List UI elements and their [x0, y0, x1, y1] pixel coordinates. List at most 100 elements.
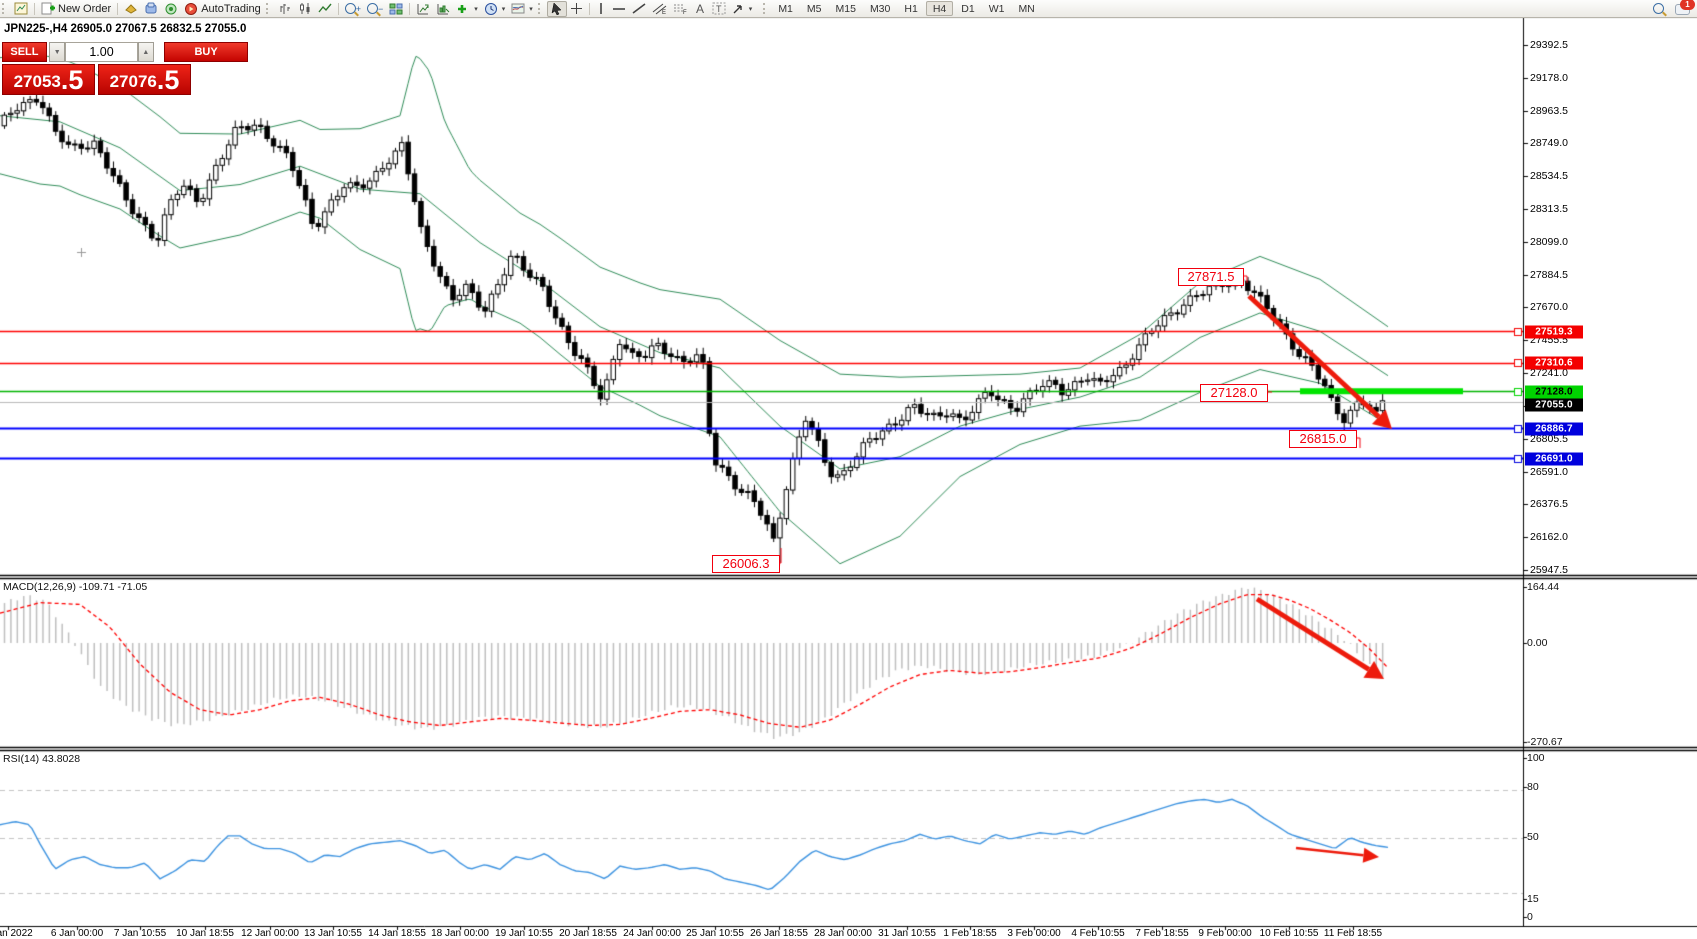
autotrading-icon: [185, 3, 198, 15]
macd-indicator-label: MACD(12,26,9) -109.71 -71.05: [3, 581, 148, 593]
tile-windows-button[interactable]: [386, 1, 406, 17]
line-chart-icon: [318, 3, 332, 13]
search-button[interactable]: [1650, 1, 1667, 17]
timeframe-button-m30[interactable]: M30: [869, 2, 891, 15]
timeframe-button-m1[interactable]: M1: [778, 2, 793, 15]
toolbar-right-icons: 1: [1650, 0, 1697, 17]
indicator-window-icon: [417, 4, 429, 15]
vertical-line-icon: [599, 3, 602, 14]
indicator-window-2-icon: [437, 4, 450, 15]
chart-symbol-info: JPN225-,H4 26905.0 27067.5 26832.5 27055…: [4, 23, 247, 35]
bar-chart-icon: [280, 4, 290, 14]
crosshair-tool-button[interactable]: [567, 1, 586, 17]
main-toolbar: New Order AutoTrading + − ▾: [0, 0, 1697, 18]
timeframe-button-w1[interactable]: W1: [988, 2, 1005, 15]
new-order-icon: [41, 2, 55, 15]
timeframe-button-h1[interactable]: H1: [904, 2, 918, 15]
bar-chart-button[interactable]: [275, 1, 295, 17]
candlestick-chart-icon: [299, 3, 310, 14]
fibonacci-tool-button[interactable]: F: [670, 1, 691, 17]
text-tool-button[interactable]: A: [691, 1, 709, 17]
notifications-button[interactable]: 1: [1675, 0, 1695, 15]
svg-text:E: E: [662, 10, 666, 15]
timeframe-button-m15[interactable]: M15: [835, 2, 856, 15]
signals-icon: [165, 3, 177, 15]
timeframe-toolbar: M1 M5 M15 M30 H1 H4 D1 W1 MN: [772, 1, 1040, 16]
buy-price-frac: .5: [156, 65, 180, 95]
toolbar-grip: [265, 3, 273, 14]
buy-price-button[interactable]: 27076.5: [98, 64, 191, 95]
cursor-icon: [551, 2, 562, 15]
toolbar-separator: [34, 2, 35, 15]
trendline-icon: [632, 3, 646, 14]
fibonacci-icon: F: [673, 4, 687, 15]
candlestick-chart-button[interactable]: [295, 1, 315, 17]
timeframe-button-m5[interactable]: M5: [806, 2, 822, 15]
mql5-icon: [145, 2, 157, 14]
toolbar-separator: [409, 2, 411, 15]
cursor-tool-button[interactable]: [546, 0, 567, 17]
toolbar-separator: [117, 2, 119, 15]
indicator-window-button[interactable]: [413, 1, 433, 17]
rsi-indicator-label: RSI(14) 43.8028: [3, 753, 81, 765]
arrows-caret-icon: ▾: [748, 5, 753, 13]
new-order-button[interactable]: New Order: [38, 1, 114, 17]
line-chart-button[interactable]: [315, 1, 335, 17]
buy-button[interactable]: BUY: [164, 42, 249, 62]
signals-button[interactable]: [161, 1, 181, 17]
notification-badge: 1: [1680, 0, 1695, 10]
autotrading-label: AutoTrading: [201, 2, 261, 15]
vertical-line-tool-button[interactable]: [593, 1, 609, 17]
zoom-out-button[interactable]: −: [364, 1, 386, 17]
text-icon: A: [696, 2, 704, 15]
equidistant-channel-icon: E: [652, 3, 667, 15]
search-icon: [1653, 3, 1664, 14]
volume-decrease-button[interactable]: ▼: [48, 42, 66, 62]
horizontal-line-tool-button[interactable]: [609, 1, 629, 17]
price-annotation-label[interactable]: 27128.0: [1200, 384, 1268, 402]
add-indicator-icon: [458, 5, 467, 13]
price-annotation-label[interactable]: 27871.5: [1178, 268, 1244, 286]
text-label-icon: T: [712, 2, 726, 15]
arrows-icon: [733, 5, 742, 14]
zoom-out-icon: [366, 3, 378, 14]
chart-window-button[interactable]: [11, 1, 31, 17]
templates-caret-icon: ▾: [529, 5, 533, 13]
price-annotation-label[interactable]: 26815.0: [1289, 430, 1357, 448]
mql5-community-button[interactable]: [141, 1, 161, 17]
volume-input[interactable]: 1.00: [65, 42, 138, 62]
sell-button[interactable]: SELL: [2, 42, 47, 62]
autotrading-button[interactable]: AutoTrading: [181, 1, 264, 17]
timeframe-button-d1[interactable]: D1: [961, 2, 975, 15]
channel-tool-button[interactable]: E: [649, 1, 670, 17]
market-depth-button[interactable]: [121, 1, 141, 17]
toolbar-separator: [588, 2, 590, 15]
crosshair-icon: [570, 3, 582, 14]
templates-button[interactable]: ▾: [508, 1, 536, 17]
add-indicator-button[interactable]: ▾: [453, 1, 481, 17]
sell-price-main: 27053: [13, 72, 61, 91]
toolbar-grip: [2, 3, 9, 14]
volume-increase-button[interactable]: ▲: [137, 42, 155, 62]
sell-price-button[interactable]: 27053.5: [2, 64, 95, 95]
timeframes-caret-icon: ▾: [501, 5, 506, 13]
price-annotation-label[interactable]: 26006.3: [712, 555, 780, 573]
zoom-in-button[interactable]: +: [342, 1, 364, 17]
svg-text:A: A: [696, 2, 704, 15]
timeframes-clock-button[interactable]: ▾: [481, 1, 509, 17]
timeframe-button-mn[interactable]: MN: [1018, 2, 1035, 15]
timeframe-button-h4[interactable]: H4: [925, 1, 954, 16]
text-label-tool-button[interactable]: T: [709, 1, 729, 17]
arrows-tool-button[interactable]: ▾: [729, 1, 756, 17]
sell-price-frac: .5: [60, 65, 84, 95]
chart-window-icon: [14, 2, 28, 15]
market-depth-icon: [125, 4, 137, 14]
toolbar-grip: [763, 3, 770, 14]
svg-text:T: T: [716, 4, 722, 14]
clock-icon: [484, 3, 497, 15]
trendline-tool-button[interactable]: [629, 1, 649, 17]
indicator-window-2-button[interactable]: [433, 1, 453, 17]
toolbar-grip: [537, 3, 545, 14]
